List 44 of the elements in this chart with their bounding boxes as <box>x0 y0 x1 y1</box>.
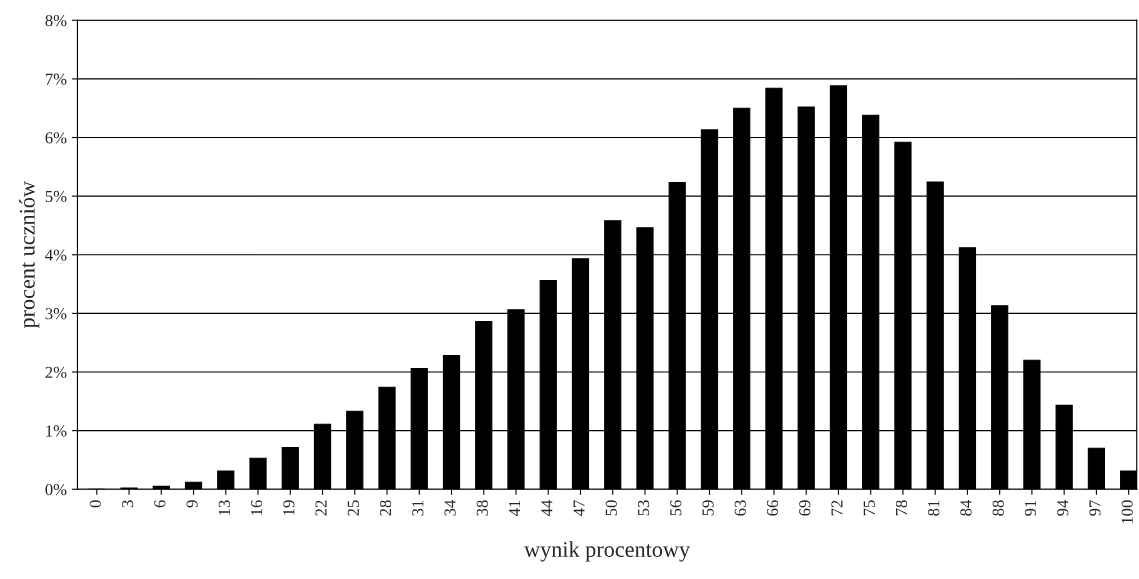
x-tick-label: 84 <box>960 499 972 516</box>
x-tick-label: 38 <box>476 500 488 516</box>
x-tick-label: 81 <box>928 500 940 516</box>
x-tick-label: 63 <box>734 500 746 516</box>
y-tick-label: 7% <box>45 73 67 85</box>
x-tick-label: 100 <box>1121 500 1133 524</box>
x-tick-label: 78 <box>895 500 908 516</box>
x-tick-label: 88 <box>992 500 1004 516</box>
x-tick-label: 34 <box>444 499 456 516</box>
y-tick-label: 4% <box>45 249 67 261</box>
x-tick-label: 50 <box>605 500 617 516</box>
y-tick-label: 5% <box>45 190 67 203</box>
x-tick-label: 6 <box>154 500 166 508</box>
x-tick-label: 0 <box>89 500 101 508</box>
y-tick-label: 1% <box>46 425 67 437</box>
x-tick-label: 31 <box>412 500 424 516</box>
x-tick-label: 59 <box>702 500 714 516</box>
x-tick-label: 16 <box>251 500 263 515</box>
y-tick-label: 2% <box>45 366 67 379</box>
x-tick-label: 53 <box>637 500 650 516</box>
x-tick-label: 47 <box>573 500 585 517</box>
x-tick-label: 44 <box>541 499 553 517</box>
y-tick-label: 8% <box>45 14 67 27</box>
x-tick-label: 56 <box>670 500 682 516</box>
x-tick-label: 25 <box>347 500 359 516</box>
y-tick-label: 6% <box>45 132 67 144</box>
y-axis-title: procent uczniów <box>19 181 40 329</box>
x-tick-label: 91 <box>1024 500 1037 516</box>
x-tick-label: 13 <box>218 500 230 515</box>
x-tick-label: 28 <box>379 500 392 516</box>
x-tick-label: 9 <box>186 500 198 508</box>
x-tick-label: 3 <box>122 500 134 508</box>
x-tick-label: 41 <box>509 500 520 517</box>
y-tick-label: 0% <box>45 483 67 496</box>
x-tick-label: 19 <box>283 500 295 515</box>
x-tick-label: 94 <box>1057 499 1069 516</box>
x-tick-label: 69 <box>799 500 811 516</box>
x-tick-label: 97 <box>1089 500 1101 516</box>
x-tick-label: 72 <box>831 500 843 516</box>
x-tick-label: 75 <box>863 500 875 516</box>
y-tick-label: 3% <box>45 308 67 320</box>
x-axis-title: wynik procentowy <box>524 541 691 562</box>
x-tick-label: 66 <box>766 500 779 516</box>
x-tick-label: 22 <box>315 500 327 516</box>
